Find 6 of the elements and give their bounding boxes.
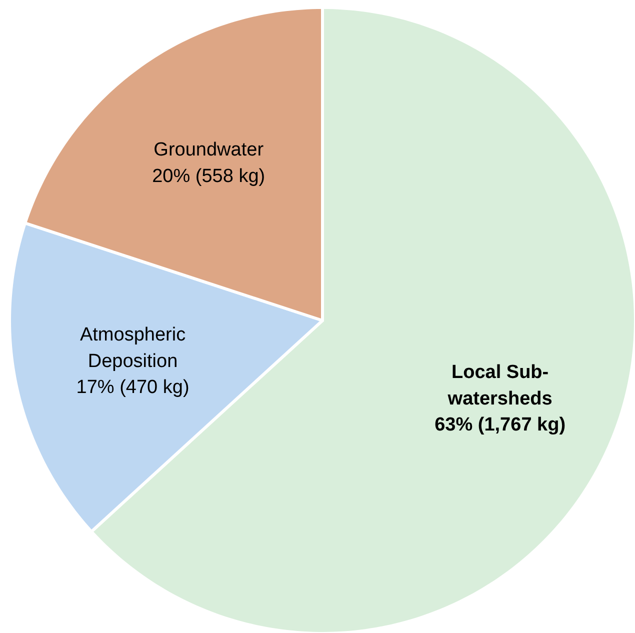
slice-label: Atmospheric Deposition — [80, 324, 186, 372]
slice-label: Local Sub-watersheds — [446, 362, 552, 410]
data-label: 20% (558 kg) — [152, 166, 266, 187]
slice-label: Groundwater — [154, 140, 264, 161]
data-label: 63% (1,767 kg) — [434, 414, 566, 436]
data-label: 17% (470 kg) — [76, 377, 190, 398]
